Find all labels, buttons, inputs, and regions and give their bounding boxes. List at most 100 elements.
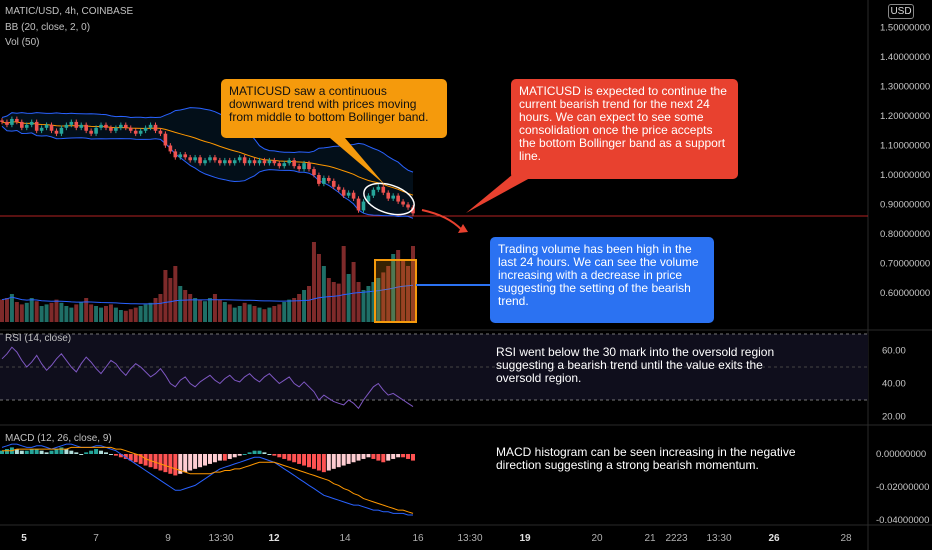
candle-body xyxy=(322,177,326,184)
volume-legend[interactable]: Vol (50) xyxy=(5,37,40,48)
price-tick-label: 1.20000000 xyxy=(880,111,930,122)
volume-bar xyxy=(302,290,307,322)
volume-bar xyxy=(321,266,326,322)
candle-body xyxy=(49,124,54,131)
bb-legend[interactable]: BB (20, close, 2, 0) xyxy=(5,22,91,33)
candle-body xyxy=(64,124,69,128)
macd-histogram-bar xyxy=(247,452,252,454)
volume-bar xyxy=(267,307,272,322)
macd-histogram-bar xyxy=(222,454,227,461)
macd-histogram-bar xyxy=(267,454,272,455)
volume-bar xyxy=(54,299,59,322)
candle-body xyxy=(297,166,301,170)
macd-histogram-bar xyxy=(391,454,396,459)
candle-body xyxy=(148,124,153,128)
macd-histogram-bar xyxy=(207,454,212,464)
macd-histogram-bar xyxy=(24,450,29,454)
price-tick-label: 1.50000000 xyxy=(880,23,930,34)
candle-body xyxy=(79,124,84,128)
macd-histogram-bar xyxy=(0,450,4,454)
price-candles xyxy=(0,116,415,216)
volume-bar xyxy=(272,306,277,322)
candle-body xyxy=(24,124,29,128)
time-tick-label: 14 xyxy=(339,533,351,544)
volume-bar xyxy=(89,304,94,322)
candle-body xyxy=(346,192,351,196)
time-tick-label: 22 xyxy=(665,533,677,544)
candle-body xyxy=(128,127,133,131)
macd-histogram-bar xyxy=(74,452,79,454)
volume-bar xyxy=(381,272,386,322)
volume-bar xyxy=(113,307,118,322)
candle-body xyxy=(292,160,296,167)
candle-body xyxy=(341,189,346,196)
candle-body xyxy=(20,121,24,128)
macd-line xyxy=(1,443,413,516)
price-tick-label: 0.80000000 xyxy=(880,229,930,240)
macd-histogram-bar xyxy=(272,454,277,456)
candle-body xyxy=(99,124,103,128)
candle-body xyxy=(74,121,79,128)
volume-bar xyxy=(222,302,227,322)
currency-badge[interactable]: USD xyxy=(888,4,914,19)
red-note-pointer xyxy=(466,170,530,213)
candle-body xyxy=(54,130,59,134)
macd-histogram-bar xyxy=(69,450,74,454)
volume-bar xyxy=(232,307,237,322)
time-tick-label: 13:30 xyxy=(457,533,482,544)
symbol-legend: MATIC/USD, 4h, COINBASE xyxy=(5,6,134,17)
volume-bar xyxy=(34,301,39,322)
candle-body xyxy=(242,157,247,164)
time-tick-label: 7 xyxy=(93,533,99,544)
macd-histogram-bar xyxy=(79,454,84,455)
macd-histogram-bar xyxy=(302,454,307,466)
rsi-legend[interactable]: RSI (14, close) xyxy=(5,333,72,344)
macd-histogram-bar xyxy=(84,452,89,454)
volume-bar xyxy=(227,304,232,322)
candle-body xyxy=(203,160,207,164)
macd-histogram-bar xyxy=(361,454,366,459)
macd-histogram-bar xyxy=(89,450,94,454)
volume-bar xyxy=(237,306,242,322)
candle-body xyxy=(376,186,381,190)
red-annotation: MATICUSD is expected to continue the cur… xyxy=(511,79,738,179)
volume-bar xyxy=(287,299,292,322)
macd-histogram-bar xyxy=(123,454,128,459)
volume-bar xyxy=(386,266,391,322)
macd-histogram-bar xyxy=(39,450,44,454)
candle-body xyxy=(138,130,143,134)
volume-bar xyxy=(401,259,406,322)
macd-histogram-bar xyxy=(103,452,108,454)
volume-bar xyxy=(29,298,34,322)
candle-body xyxy=(5,121,9,125)
time-tick-label: 26 xyxy=(768,533,780,544)
volume-bar xyxy=(406,266,411,322)
time-tick-label: 20 xyxy=(591,533,603,544)
candle-body xyxy=(356,198,361,211)
time-axis: 5 7 9 13:30 12 14 16 13:30 19 20 21 22 23 13:30 26 28 xyxy=(21,533,852,544)
macd-histogram-bar xyxy=(242,454,247,455)
macd-histogram-bar xyxy=(316,454,321,471)
volume-bar xyxy=(99,307,104,322)
volume-bar xyxy=(103,306,108,322)
volume-bar xyxy=(19,304,24,322)
candle-body xyxy=(287,160,292,164)
macd-tick-label: 0.00000000 xyxy=(876,449,926,460)
volume-bar xyxy=(257,307,262,322)
macd-histogram-bar xyxy=(336,454,341,468)
macd-legend[interactable]: MACD (12, 26, close, 9) xyxy=(5,433,112,444)
volume-ma-line xyxy=(1,284,414,305)
candle-body xyxy=(94,127,98,134)
candle-body xyxy=(163,133,168,146)
volume-bar xyxy=(336,283,341,322)
volume-bar xyxy=(49,302,54,322)
macd-histogram-bar xyxy=(212,454,217,463)
volume-bar xyxy=(326,278,331,322)
rsi-tick-label: 60.00 xyxy=(882,346,906,357)
macd-histogram-bar xyxy=(14,449,19,454)
macd-histogram-bar xyxy=(113,454,118,456)
volume-bar xyxy=(193,298,198,322)
volume-bar xyxy=(351,262,356,322)
volume-bar xyxy=(94,306,99,322)
